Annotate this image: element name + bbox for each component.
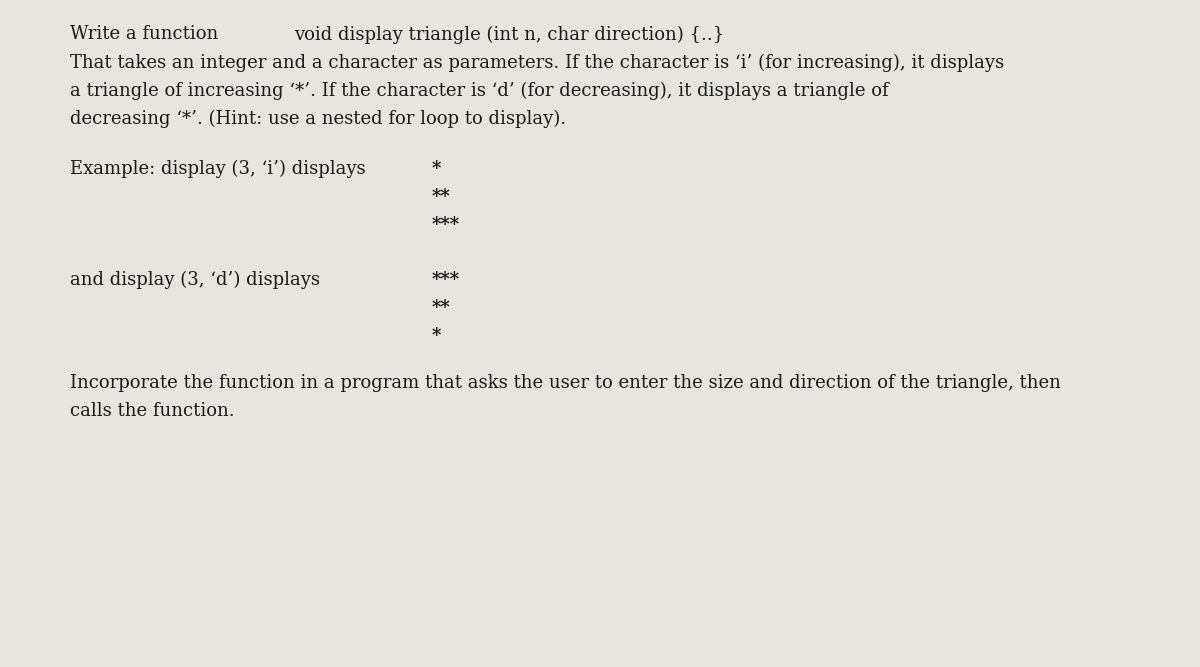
Text: **: ** [432,188,451,206]
Text: and display (3, ‘d’) displays: and display (3, ‘d’) displays [70,271,319,289]
Text: calls the function.: calls the function. [70,402,234,420]
Text: Example: display (3, ‘i’) displays: Example: display (3, ‘i’) displays [70,160,365,178]
Text: ***: *** [432,271,460,289]
Text: a triangle of increasing ‘*’. If the character is ‘d’ (for decreasing), it displ: a triangle of increasing ‘*’. If the cha… [70,81,888,99]
Text: *: * [432,327,442,345]
Text: decreasing ‘*’. (Hint: use a nested for loop to display).: decreasing ‘*’. (Hint: use a nested for … [70,109,565,127]
Text: *: * [432,160,442,178]
Text: **: ** [432,299,451,317]
Text: void display triangle (int n, char direction) {..}: void display triangle (int n, char direc… [294,25,725,43]
Text: ***: *** [432,216,460,234]
Text: That takes an integer and a character as parameters. If the character is ‘i’ (fo: That takes an integer and a character as… [70,53,1003,71]
Text: Write a function: Write a function [70,25,218,43]
Text: Incorporate the function in a program that asks the user to enter the size and d: Incorporate the function in a program th… [70,374,1061,392]
